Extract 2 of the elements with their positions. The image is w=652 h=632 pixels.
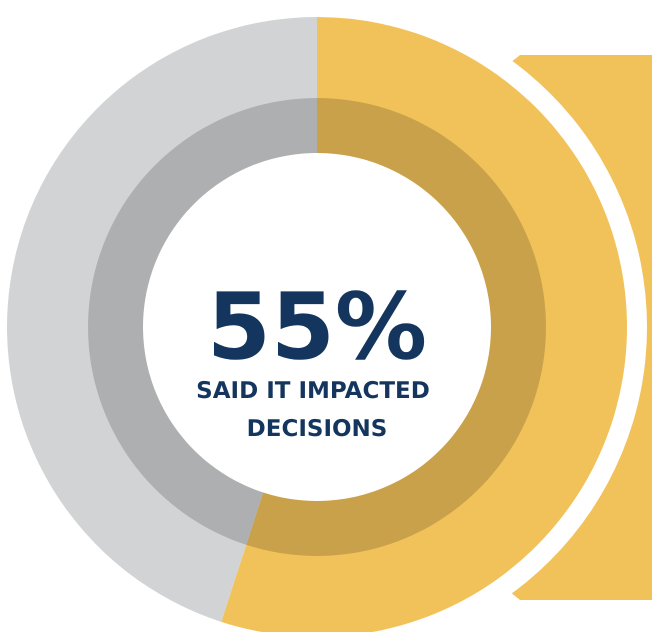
data-label: 55% xyxy=(206,274,428,380)
text: SAID IT IMPACTED DECISIONS xyxy=(196,378,438,442)
